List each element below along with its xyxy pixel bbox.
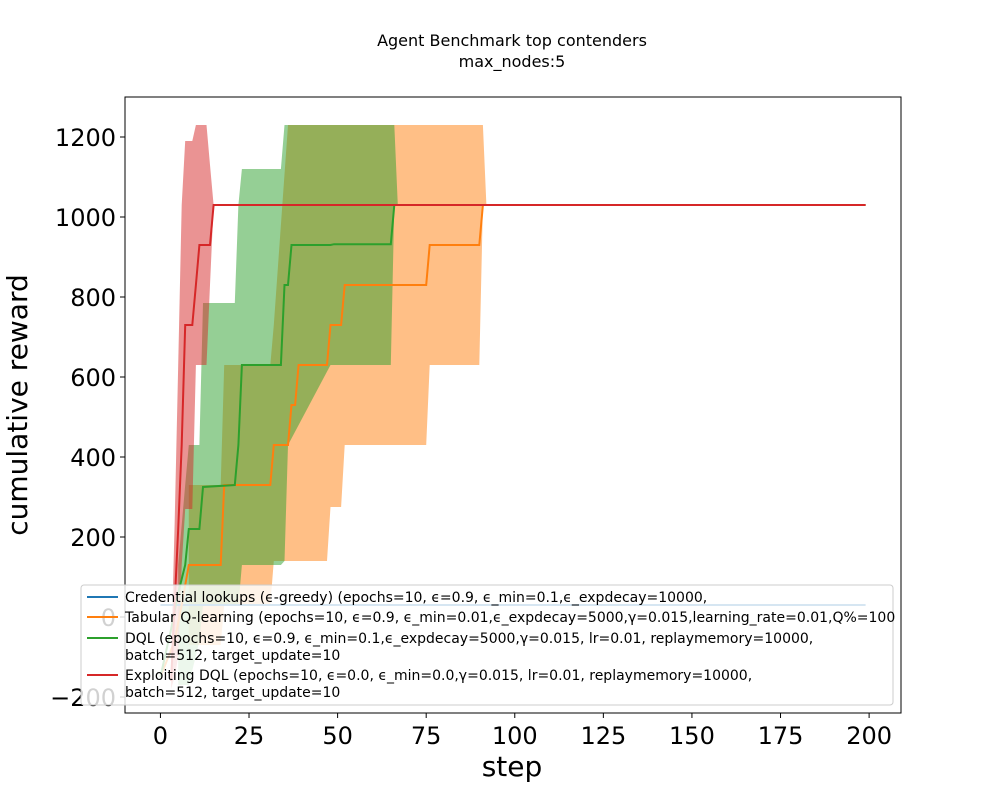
y-tick-label: 1200	[55, 124, 116, 152]
x-axis-ticks: 0 25 50 75 100 125 150 175 200	[153, 713, 892, 750]
legend-label-1: Tabular Q-learning (epochs=10, ϵ=0.9, ϵ_…	[124, 610, 895, 626]
x-tick-label: 125	[580, 722, 626, 750]
x-tick-label: 150	[669, 722, 715, 750]
line-series-2	[159, 204, 866, 678]
legend-label-2: DQL (epochs=10, ϵ=0.9, ϵ_min=0.1,ϵ_expde…	[125, 631, 813, 647]
line-series-1	[159, 204, 866, 678]
line-series-3	[170, 204, 866, 682]
legend: Credential lookups (ϵ-greedy) (epochs=10…	[80, 584, 895, 706]
y-axis-label: cumulative reward	[1, 274, 34, 536]
x-tick-label: 50	[322, 722, 353, 750]
y-tick-label: 200	[70, 524, 116, 552]
y-tick-label: 1000	[55, 204, 116, 232]
x-axis-label: step	[482, 750, 543, 783]
chart-title: Agent Benchmark top contenders	[377, 31, 647, 50]
legend-box	[80, 584, 894, 706]
chart-subtitle: max_nodes:5	[459, 52, 566, 72]
x-tick-label: 75	[411, 722, 442, 750]
x-tick-label: 200	[846, 722, 892, 750]
legend-label-2-line2: batch=512, target_update=10	[125, 648, 340, 664]
y-tick-label: 800	[70, 284, 116, 312]
x-tick-label: 100	[492, 722, 538, 750]
plot-frame	[124, 96, 902, 714]
x-tick-label: 0	[153, 722, 168, 750]
y-tick-label: 400	[70, 444, 116, 472]
legend-label-3: Exploiting DQL (epochs=10, ϵ=0.0, ϵ_min=…	[125, 668, 752, 684]
legend-label-3-line2: batch=512, target_update=10	[125, 685, 340, 701]
x-tick-label: 175	[758, 722, 804, 750]
y-tick-label: 600	[70, 364, 116, 392]
confidence-bands	[171, 125, 866, 689]
legend-label-0: Credential lookups (ϵ-greedy) (epochs=10…	[125, 590, 707, 606]
band-series-2	[178, 125, 866, 685]
x-tick-label: 25	[234, 722, 265, 750]
